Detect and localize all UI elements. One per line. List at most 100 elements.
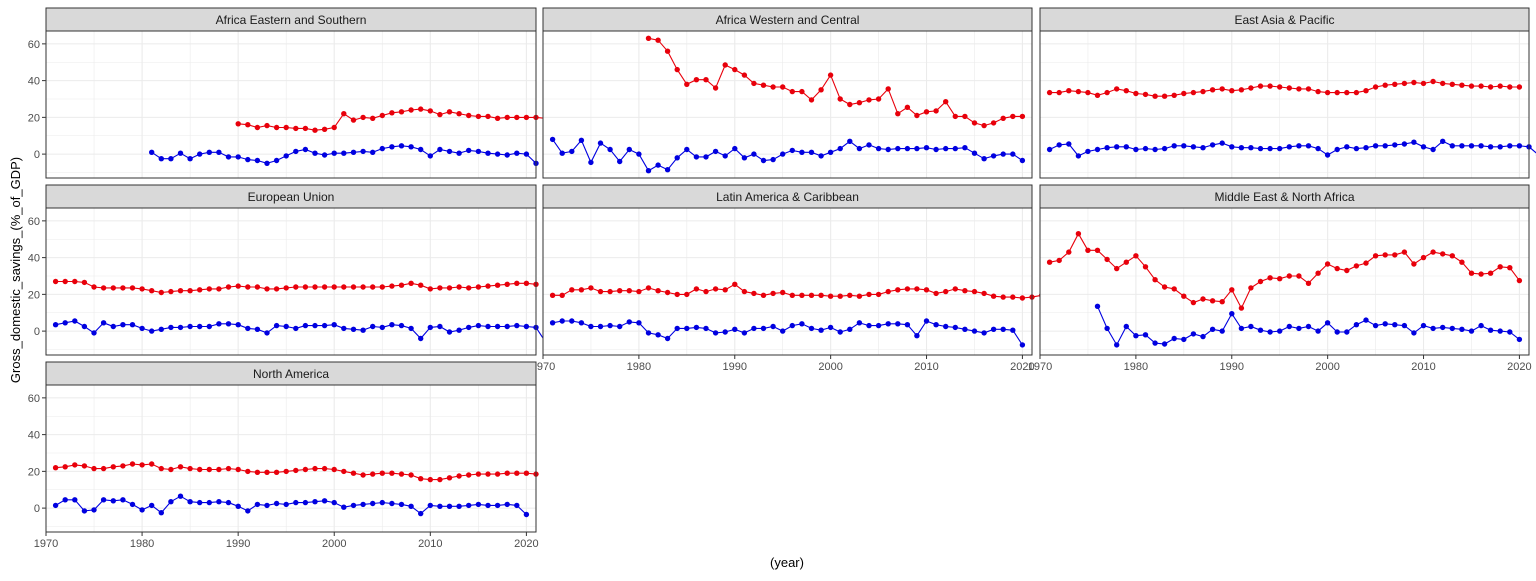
- y-tick-label: 20: [28, 112, 40, 124]
- data-point: [408, 326, 413, 331]
- x-tick-label: 1970: [1028, 361, 1052, 373]
- data-point: [847, 139, 852, 144]
- data-point: [1076, 231, 1081, 236]
- data-point: [428, 153, 433, 158]
- data-point: [1010, 151, 1015, 156]
- data-point: [72, 497, 77, 502]
- data-point: [466, 285, 471, 290]
- data-point: [389, 283, 394, 288]
- y-tick-label: 60: [28, 393, 40, 405]
- data-point: [751, 291, 756, 296]
- data-point: [322, 284, 327, 289]
- data-point: [226, 466, 231, 471]
- data-point: [886, 289, 891, 294]
- data-point: [1095, 248, 1100, 253]
- data-point: [197, 287, 202, 292]
- data-point: [943, 324, 948, 329]
- data-point: [408, 144, 413, 149]
- data-point: [1267, 83, 1272, 88]
- data-point: [341, 326, 346, 331]
- data-point: [828, 72, 833, 77]
- data-point: [62, 497, 67, 502]
- data-point: [505, 115, 510, 120]
- data-point: [236, 322, 241, 327]
- data-point: [53, 503, 58, 508]
- data-point: [560, 293, 565, 298]
- data-point: [226, 284, 231, 289]
- data-point: [1191, 331, 1196, 336]
- y-tick-label: 0: [34, 326, 40, 338]
- data-point: [1430, 249, 1435, 254]
- data-point: [1402, 81, 1407, 86]
- data-point: [466, 325, 471, 330]
- data-point: [341, 151, 346, 156]
- data-point: [1411, 261, 1416, 266]
- data-point: [1488, 271, 1493, 276]
- data-point: [236, 467, 241, 472]
- data-point: [1020, 158, 1025, 163]
- data-point: [790, 148, 795, 153]
- data-point: [120, 497, 125, 502]
- data-point: [370, 150, 375, 155]
- data-point: [1507, 265, 1512, 270]
- data-point: [828, 294, 833, 299]
- data-point: [1191, 144, 1196, 149]
- data-point: [1133, 333, 1138, 338]
- data-point: [380, 113, 385, 118]
- data-point: [428, 325, 433, 330]
- y-axis-title: Gross_domestic_savings_(%_of_GDP): [8, 157, 23, 383]
- x-tick-label: 2000: [1315, 361, 1339, 373]
- data-point: [495, 116, 500, 121]
- data-point: [655, 162, 660, 167]
- y-tick-label: 40: [28, 253, 40, 265]
- data-point: [370, 284, 375, 289]
- data-point: [1411, 140, 1416, 145]
- data-point: [761, 293, 766, 298]
- data-point: [428, 477, 433, 482]
- data-point: [389, 501, 394, 506]
- x-tick-label: 2010: [914, 361, 938, 373]
- data-point: [130, 285, 135, 290]
- data-point: [953, 286, 958, 291]
- data-point: [1411, 80, 1416, 85]
- data-point: [1383, 321, 1388, 326]
- data-point: [1296, 326, 1301, 331]
- data-point: [1478, 271, 1483, 276]
- data-point: [437, 147, 442, 152]
- data-point: [447, 109, 452, 114]
- data-point: [341, 505, 346, 510]
- data-point: [466, 113, 471, 118]
- data-point: [1229, 88, 1234, 93]
- data-point: [579, 287, 584, 292]
- data-point: [1085, 149, 1090, 154]
- data-point: [1335, 329, 1340, 334]
- data-point: [101, 497, 106, 502]
- data-point: [914, 146, 919, 151]
- data-point: [1010, 328, 1015, 333]
- data-point: [216, 286, 221, 291]
- data-point: [159, 290, 164, 295]
- data-point: [742, 330, 747, 335]
- y-tick-label: 60: [28, 39, 40, 51]
- data-point: [1517, 84, 1522, 89]
- data-point: [476, 149, 481, 154]
- data-point: [428, 286, 433, 291]
- data-point: [655, 332, 660, 337]
- data-point: [514, 323, 519, 328]
- data-point: [588, 324, 593, 329]
- plot-background: [46, 385, 536, 532]
- x-tick-label: 1980: [130, 538, 154, 550]
- data-point: [514, 115, 519, 120]
- data-point: [1478, 323, 1483, 328]
- data-point: [370, 471, 375, 476]
- data-point: [1124, 260, 1129, 265]
- data-point: [159, 510, 164, 515]
- data-point: [1104, 257, 1109, 262]
- data-point: [1200, 145, 1205, 150]
- data-point: [761, 158, 766, 163]
- data-point: [322, 127, 327, 132]
- data-point: [981, 291, 986, 296]
- data-point: [876, 292, 881, 297]
